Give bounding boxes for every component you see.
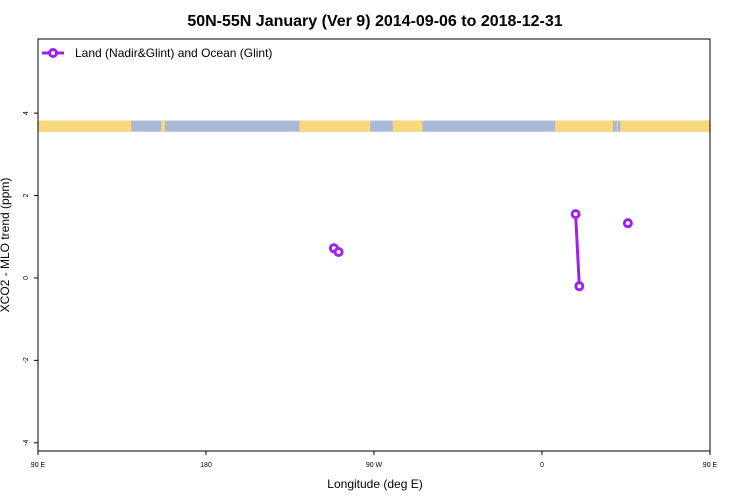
data-point [333,247,344,258]
x-axis-title: Longitude (deg E) [327,477,422,491]
x-tick-label: 90 E [31,462,46,469]
land-segment [161,120,165,132]
x-tick-label: 180 [200,462,212,469]
land-segment [38,120,132,132]
data-point [622,218,633,229]
y-tick-label: 2 [23,194,30,198]
land-segment [620,120,710,132]
land-segment [392,120,423,132]
x-tick-label: 0 [540,462,544,469]
y-tick-label: 4 [23,111,30,115]
y-axis-title: XCO2 - MLO trend (ppm) [0,178,12,313]
y-axis-ticks: -4 -2 0 2 4 [23,111,38,446]
legend-swatch-marker [48,48,58,58]
land-ocean-strip [38,120,710,132]
land-segment [555,120,613,132]
y-tick-label: -2 [23,357,30,363]
data-point [574,281,585,292]
ocean-band [38,120,710,132]
legend-label: Land (Nadir&Glint) and Ocean (Glint) [75,46,272,60]
land-segment [299,120,371,132]
land-segment [616,120,618,132]
data-point [570,209,581,220]
x-tick-label: 90 E [703,462,718,469]
series-line [574,214,581,287]
x-axis-ticks: 90 E 180 90 W 0 90 E [31,451,718,469]
legend: Land (Nadir&Glint) and Ocean (Glint) [42,46,272,60]
series-layer [328,209,633,292]
x-tick-label: 90 W [366,462,383,469]
y-tick-label: -4 [23,440,30,446]
plot-frame [37,38,711,452]
y-tick-label: 0 [23,276,30,280]
chart-title: 50N-55N January (Ver 9) 2014-09-06 to 20… [187,13,562,30]
